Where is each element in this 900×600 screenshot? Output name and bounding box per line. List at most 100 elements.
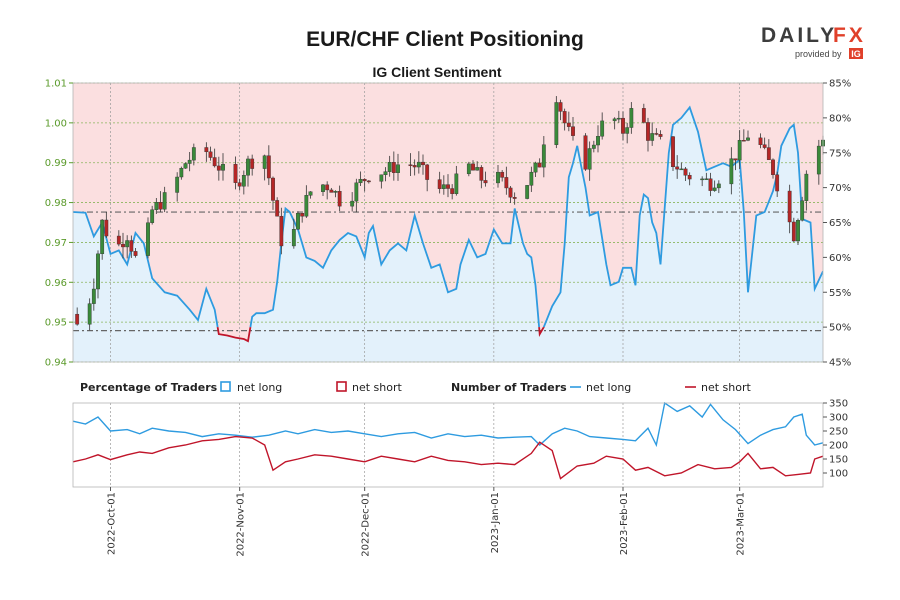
candle-body [525,185,530,199]
price-candle [121,232,125,259]
candle-body [87,303,92,325]
date-tick-label: 2023-Feb-01 [619,492,630,555]
logo-provided-by: provided by [795,49,842,59]
candle-body [616,117,621,120]
candle-body [683,168,688,176]
price-candle [700,176,705,187]
candle-body [271,177,275,201]
price-candle [208,146,213,161]
candle-body [704,178,709,180]
price-candle [658,130,663,140]
legend: Percentage of Traders net long net short Nu… [80,381,752,394]
candle-body [162,192,167,210]
candle-body [566,122,571,127]
price-candle [129,235,134,258]
price-candle [612,117,617,130]
candle-body [75,313,80,325]
candle-body [537,162,542,168]
pct-tick-label: 70% [829,183,851,194]
candle-body [412,165,417,168]
candle-body [766,147,771,161]
price-candle [746,130,750,142]
candle-body [679,168,684,171]
traders-net-long-line [72,401,824,448]
price-candle [396,153,400,181]
price-candle [454,165,459,196]
traders-net-short-line [72,435,824,480]
price-candle [733,158,738,171]
price-candle [96,250,100,299]
candle-body [787,190,792,223]
price-candle [533,161,538,177]
candle-body [558,102,563,112]
price-candle [741,129,746,142]
price-candle [162,186,167,213]
candle-body [208,151,213,158]
price-candle [475,161,480,171]
candle-body [733,158,738,161]
date-axis: 2022-Oct-01 2022-Nov-01 2022-Dec-01 2023-Ja… [107,487,747,557]
candle-body [796,220,800,242]
price-candle [179,166,184,180]
candle-body [116,235,121,245]
price-candle [541,136,546,178]
candle-body [321,184,325,192]
price-tick-label: 0.99 [45,158,67,169]
date-tick-label: 2023-Jan-01 [490,492,501,553]
price-candle [712,180,717,192]
candle-body [266,155,271,179]
price-candle [816,139,821,185]
price-candle [675,155,680,179]
candle-body [716,183,721,189]
legend-num-long-label: net long [586,381,631,394]
candle-body [279,215,284,247]
candle-body [179,168,184,178]
chart-title: EUR/CHF Client Positioning [306,28,584,51]
candle-body [154,202,159,210]
price-candle [421,154,425,175]
price-candle [354,178,359,213]
candle-body [354,182,359,202]
price-candle [687,172,692,186]
price-candle [508,185,513,204]
legend-pct-long-label: net long [237,381,282,394]
price-tick-label: 0.98 [45,198,67,209]
price-candle [504,166,509,195]
candle-body [471,163,475,171]
price-candle [787,184,792,234]
price-candle [771,158,775,179]
price-candle [562,108,567,131]
price-candle [596,125,600,153]
price-candle [625,122,630,144]
candle-body [675,166,680,170]
pct-tick-label: 85% [829,79,851,90]
price-candle [296,211,300,230]
price-candle [191,143,196,166]
candle-body [362,178,367,182]
price-candle [75,307,80,326]
candle-body [425,164,430,180]
candle-body [304,195,309,217]
price-tick-label: 1.00 [45,118,67,129]
price-candle [729,147,734,195]
price-candle [279,207,284,255]
candle-body [296,213,300,230]
price-candle [221,153,225,181]
price-candle [616,110,621,123]
price-candle [125,235,130,259]
candle-body [562,111,567,124]
price-candle [321,184,325,196]
candle-body [175,176,180,193]
date-tick-label: 2022-Nov-01 [236,492,247,557]
price-candle [150,205,155,225]
candle-body [387,162,392,172]
price-candle [366,180,371,184]
price-candle [566,111,571,132]
ig-badge-label: IG [851,49,861,59]
price-candle [241,170,246,195]
price-candle [250,154,255,176]
price-candle [271,176,275,210]
price-candle [337,185,342,212]
price-candle [379,174,384,189]
pct-tick-label: 45% [829,358,851,369]
